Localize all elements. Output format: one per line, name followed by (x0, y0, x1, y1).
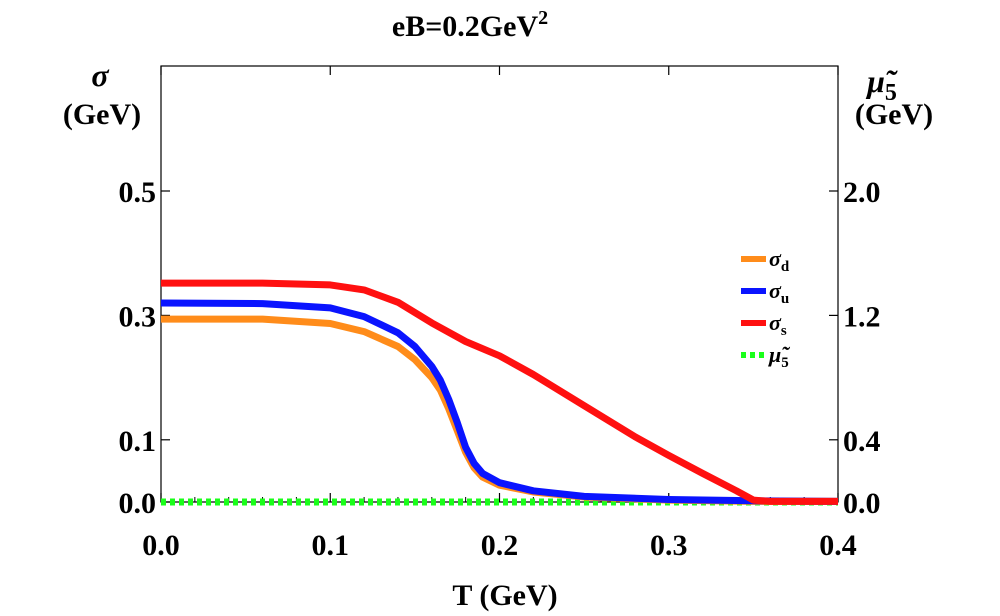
y-right-tick-label: 0.4 (843, 425, 881, 458)
x-tick-label: 0.3 (650, 529, 688, 562)
series-line-1 (161, 315, 838, 505)
legend-label: σd (769, 246, 790, 275)
y-left-tick-label: 0.3 (119, 300, 157, 333)
left-axis-unit: (GeV) (63, 98, 141, 131)
y-left-tick-label: 0.0 (119, 487, 157, 520)
series-line-2 (160, 299, 839, 505)
series-layer (160, 279, 839, 506)
y-left-tick-label: 0.1 (119, 425, 157, 458)
x-tick-label: 0.4 (819, 529, 857, 562)
legend-label: σu (769, 278, 789, 307)
chart-title: eB=0.2GeV2 (392, 7, 548, 43)
y-right-tick-label: 1.2 (843, 300, 881, 333)
x-tick-label: 0.1 (312, 529, 350, 562)
legend: σd σu σs μ̃5 (741, 246, 790, 371)
x-tick-label: 0.2 (481, 529, 519, 562)
legend-label: μ̃5 (768, 342, 790, 371)
series-line-3 (161, 279, 838, 505)
x-tick-label: 0.0 (142, 529, 180, 562)
chart-title-superscript: 2 (538, 7, 548, 29)
x-axis-label: T (GeV) (452, 579, 557, 612)
legend-label: σs (769, 310, 787, 339)
tick-labels: 0.0 0.1 0.2 0.3 0.4 0.0 0.1 0.3 0.5 0.0 0.4 1.2 2.0 (119, 176, 881, 562)
left-axis-symbol: σ (91, 57, 109, 93)
y-right-tick-label: 0.0 (843, 487, 881, 520)
right-axis-unit: (GeV) (855, 98, 933, 131)
y-right-tick-label: 2.0 (843, 176, 881, 209)
y-left-tick-label: 0.5 (119, 176, 157, 209)
